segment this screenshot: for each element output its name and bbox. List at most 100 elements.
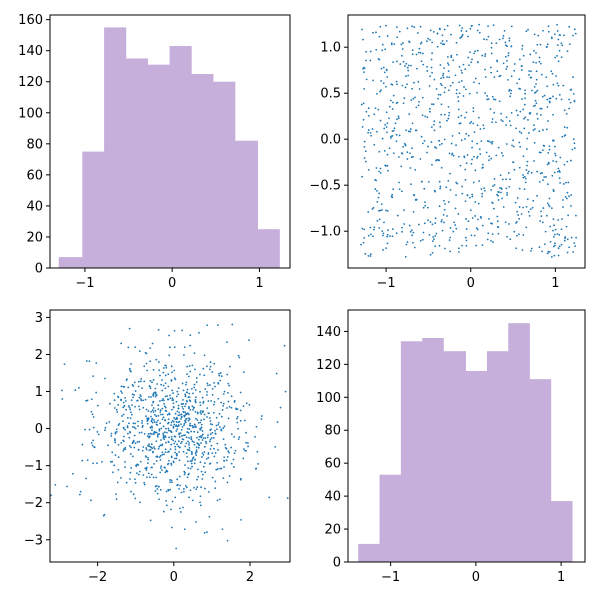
- scatter-point: [212, 411, 215, 414]
- scatter-point: [166, 395, 169, 397]
- scatter-point: [403, 223, 406, 225]
- scatter-point: [176, 410, 179, 413]
- scatter-point: [152, 433, 155, 436]
- scatter-point: [478, 180, 481, 182]
- scatter-point: [572, 76, 574, 78]
- scatter-point: [170, 424, 173, 427]
- scatter-point: [450, 56, 453, 58]
- scatter-point: [443, 221, 445, 224]
- scatter-point: [372, 31, 374, 34]
- scatter-point: [555, 97, 558, 100]
- scatter-point: [486, 238, 489, 241]
- scatter-point: [417, 104, 420, 107]
- scatter-point: [461, 33, 464, 36]
- scatter-point: [138, 405, 140, 408]
- scatter-point: [201, 456, 203, 458]
- scatter-point: [204, 437, 207, 440]
- scatter-point: [151, 381, 153, 384]
- scatter-point: [121, 392, 123, 394]
- scatter-point: [528, 214, 531, 217]
- scatter-point: [518, 58, 521, 61]
- scatter-point: [92, 439, 95, 442]
- scatter-point: [491, 121, 494, 124]
- scatter-point: [146, 435, 149, 437]
- scatter-point: [154, 395, 157, 398]
- scatter-point: [149, 379, 152, 382]
- scatter-point: [375, 179, 378, 182]
- hist-bar: [486, 351, 509, 562]
- scatter-point: [159, 471, 162, 474]
- y-tick-label: 120: [18, 75, 43, 90]
- scatter-point: [190, 437, 193, 440]
- hist-bar: [379, 474, 402, 562]
- scatter-point: [409, 152, 411, 155]
- scatter-point: [209, 365, 212, 368]
- scatter-point: [211, 452, 214, 454]
- scatter-point: [493, 76, 496, 79]
- scatter-point: [556, 44, 559, 47]
- scatter-point: [483, 38, 485, 41]
- scatter-point: [538, 60, 541, 63]
- scatter-point: [233, 399, 236, 402]
- scatter-point: [164, 451, 167, 454]
- scatter-point: [538, 130, 541, 133]
- scatter-point: [213, 401, 216, 403]
- scatter-point: [184, 395, 187, 398]
- scatter-point: [172, 425, 175, 428]
- scatter-point: [164, 448, 167, 451]
- scatter-point: [397, 156, 400, 158]
- scatter-point: [362, 241, 365, 244]
- scatter-point: [181, 426, 184, 428]
- scatter-point: [421, 52, 424, 55]
- scatter-point: [521, 98, 523, 100]
- scatter-point: [143, 432, 146, 435]
- scatter-point: [436, 158, 438, 161]
- scatter-point: [136, 441, 139, 443]
- scatter-point: [386, 235, 389, 238]
- scatter-point: [434, 146, 436, 148]
- scatter-point: [161, 407, 164, 410]
- scatter-point: [162, 435, 165, 438]
- scatter-point: [378, 170, 380, 173]
- scatter-point: [225, 447, 228, 450]
- scatter-point: [525, 226, 528, 229]
- scatter-point: [176, 443, 178, 446]
- scatter-point: [149, 432, 152, 435]
- scatter-point: [236, 421, 239, 424]
- scatter-point: [133, 426, 136, 429]
- scatter-point: [436, 32, 439, 35]
- scatter-point: [417, 223, 420, 226]
- scatter-point: [419, 25, 422, 28]
- scatter-point: [199, 461, 202, 464]
- scatter-point: [520, 69, 523, 71]
- scatter-point: [206, 407, 209, 410]
- scatter-point: [168, 459, 170, 462]
- scatter-point: [186, 365, 189, 368]
- scatter-point: [192, 426, 194, 429]
- scatter-point: [215, 416, 218, 419]
- scatter-point: [405, 243, 408, 246]
- y-tick-label: −3: [24, 533, 43, 548]
- scatter-point: [461, 192, 464, 195]
- scatter-point: [202, 473, 204, 476]
- scatter-point: [454, 207, 457, 210]
- scatter-point: [274, 446, 277, 448]
- scatter-point: [476, 142, 478, 145]
- scatter-point: [138, 396, 141, 399]
- scatter-point: [215, 468, 218, 471]
- scatter-point: [573, 142, 576, 145]
- scatter-point: [187, 449, 190, 451]
- scatter-point: [213, 447, 215, 450]
- scatter-point: [199, 428, 202, 431]
- scatter-point: [375, 130, 378, 133]
- scatter-point: [499, 186, 501, 189]
- scatter-point: [568, 98, 571, 101]
- scatter-point: [175, 400, 178, 403]
- scatter-point: [362, 102, 365, 105]
- scatter-point: [218, 412, 221, 415]
- scatter-point: [431, 71, 433, 74]
- scatter-point: [463, 155, 466, 158]
- scatter-point: [165, 504, 168, 507]
- scatter-point: [137, 385, 140, 388]
